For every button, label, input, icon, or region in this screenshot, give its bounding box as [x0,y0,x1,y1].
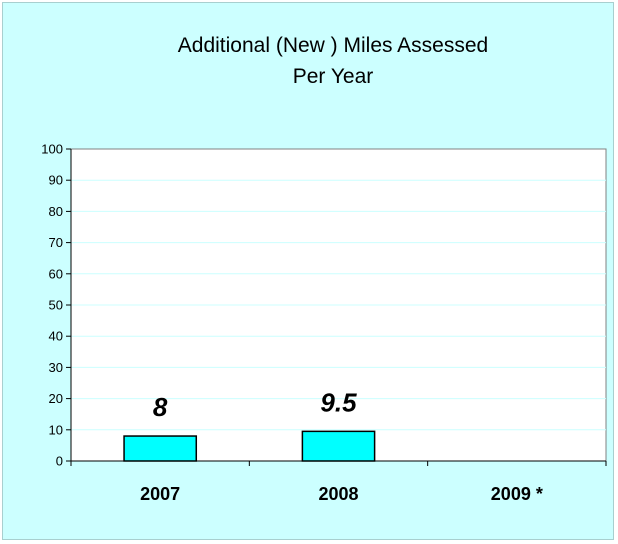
y-tick-label: 30 [49,360,63,375]
chart-area: Additional (New ) Miles Assessed Per Yea… [2,2,614,540]
chart-title-line-1: Additional (New ) Miles Assessed [178,34,488,57]
labels: 2007 8 2008 9.5 2009 * [140,387,543,504]
y-tick-label: 100 [41,142,63,157]
axes: 0 10 20 30 40 50 60 70 80 90 100 [41,142,607,469]
chart-title-line-2: Per Year [293,65,374,88]
y-tick-label: 70 [49,235,63,250]
x-tick-label: 2008 [318,484,358,504]
y-tick-label: 50 [49,298,63,313]
y-tick-label: 40 [49,329,63,344]
y-tick-label: 10 [49,422,63,437]
bar-chart: Additional (New ) Miles Assessed Per Yea… [41,34,607,504]
data-label: 9.5 [320,387,357,417]
bar-2008 [301,430,376,462]
bar-2007 [123,435,198,462]
y-tick-label: 20 [49,391,63,406]
x-tick-label: 2009 * [491,484,543,504]
gridlines [71,179,606,431]
y-tick-label: 80 [49,204,63,219]
data-label: 8 [153,392,168,422]
y-tick-label: 90 [49,173,63,188]
y-tick-label: 60 [49,266,63,281]
bars [123,430,376,462]
x-tick-label: 2007 [140,484,180,504]
y-tick-label: 0 [56,454,63,469]
